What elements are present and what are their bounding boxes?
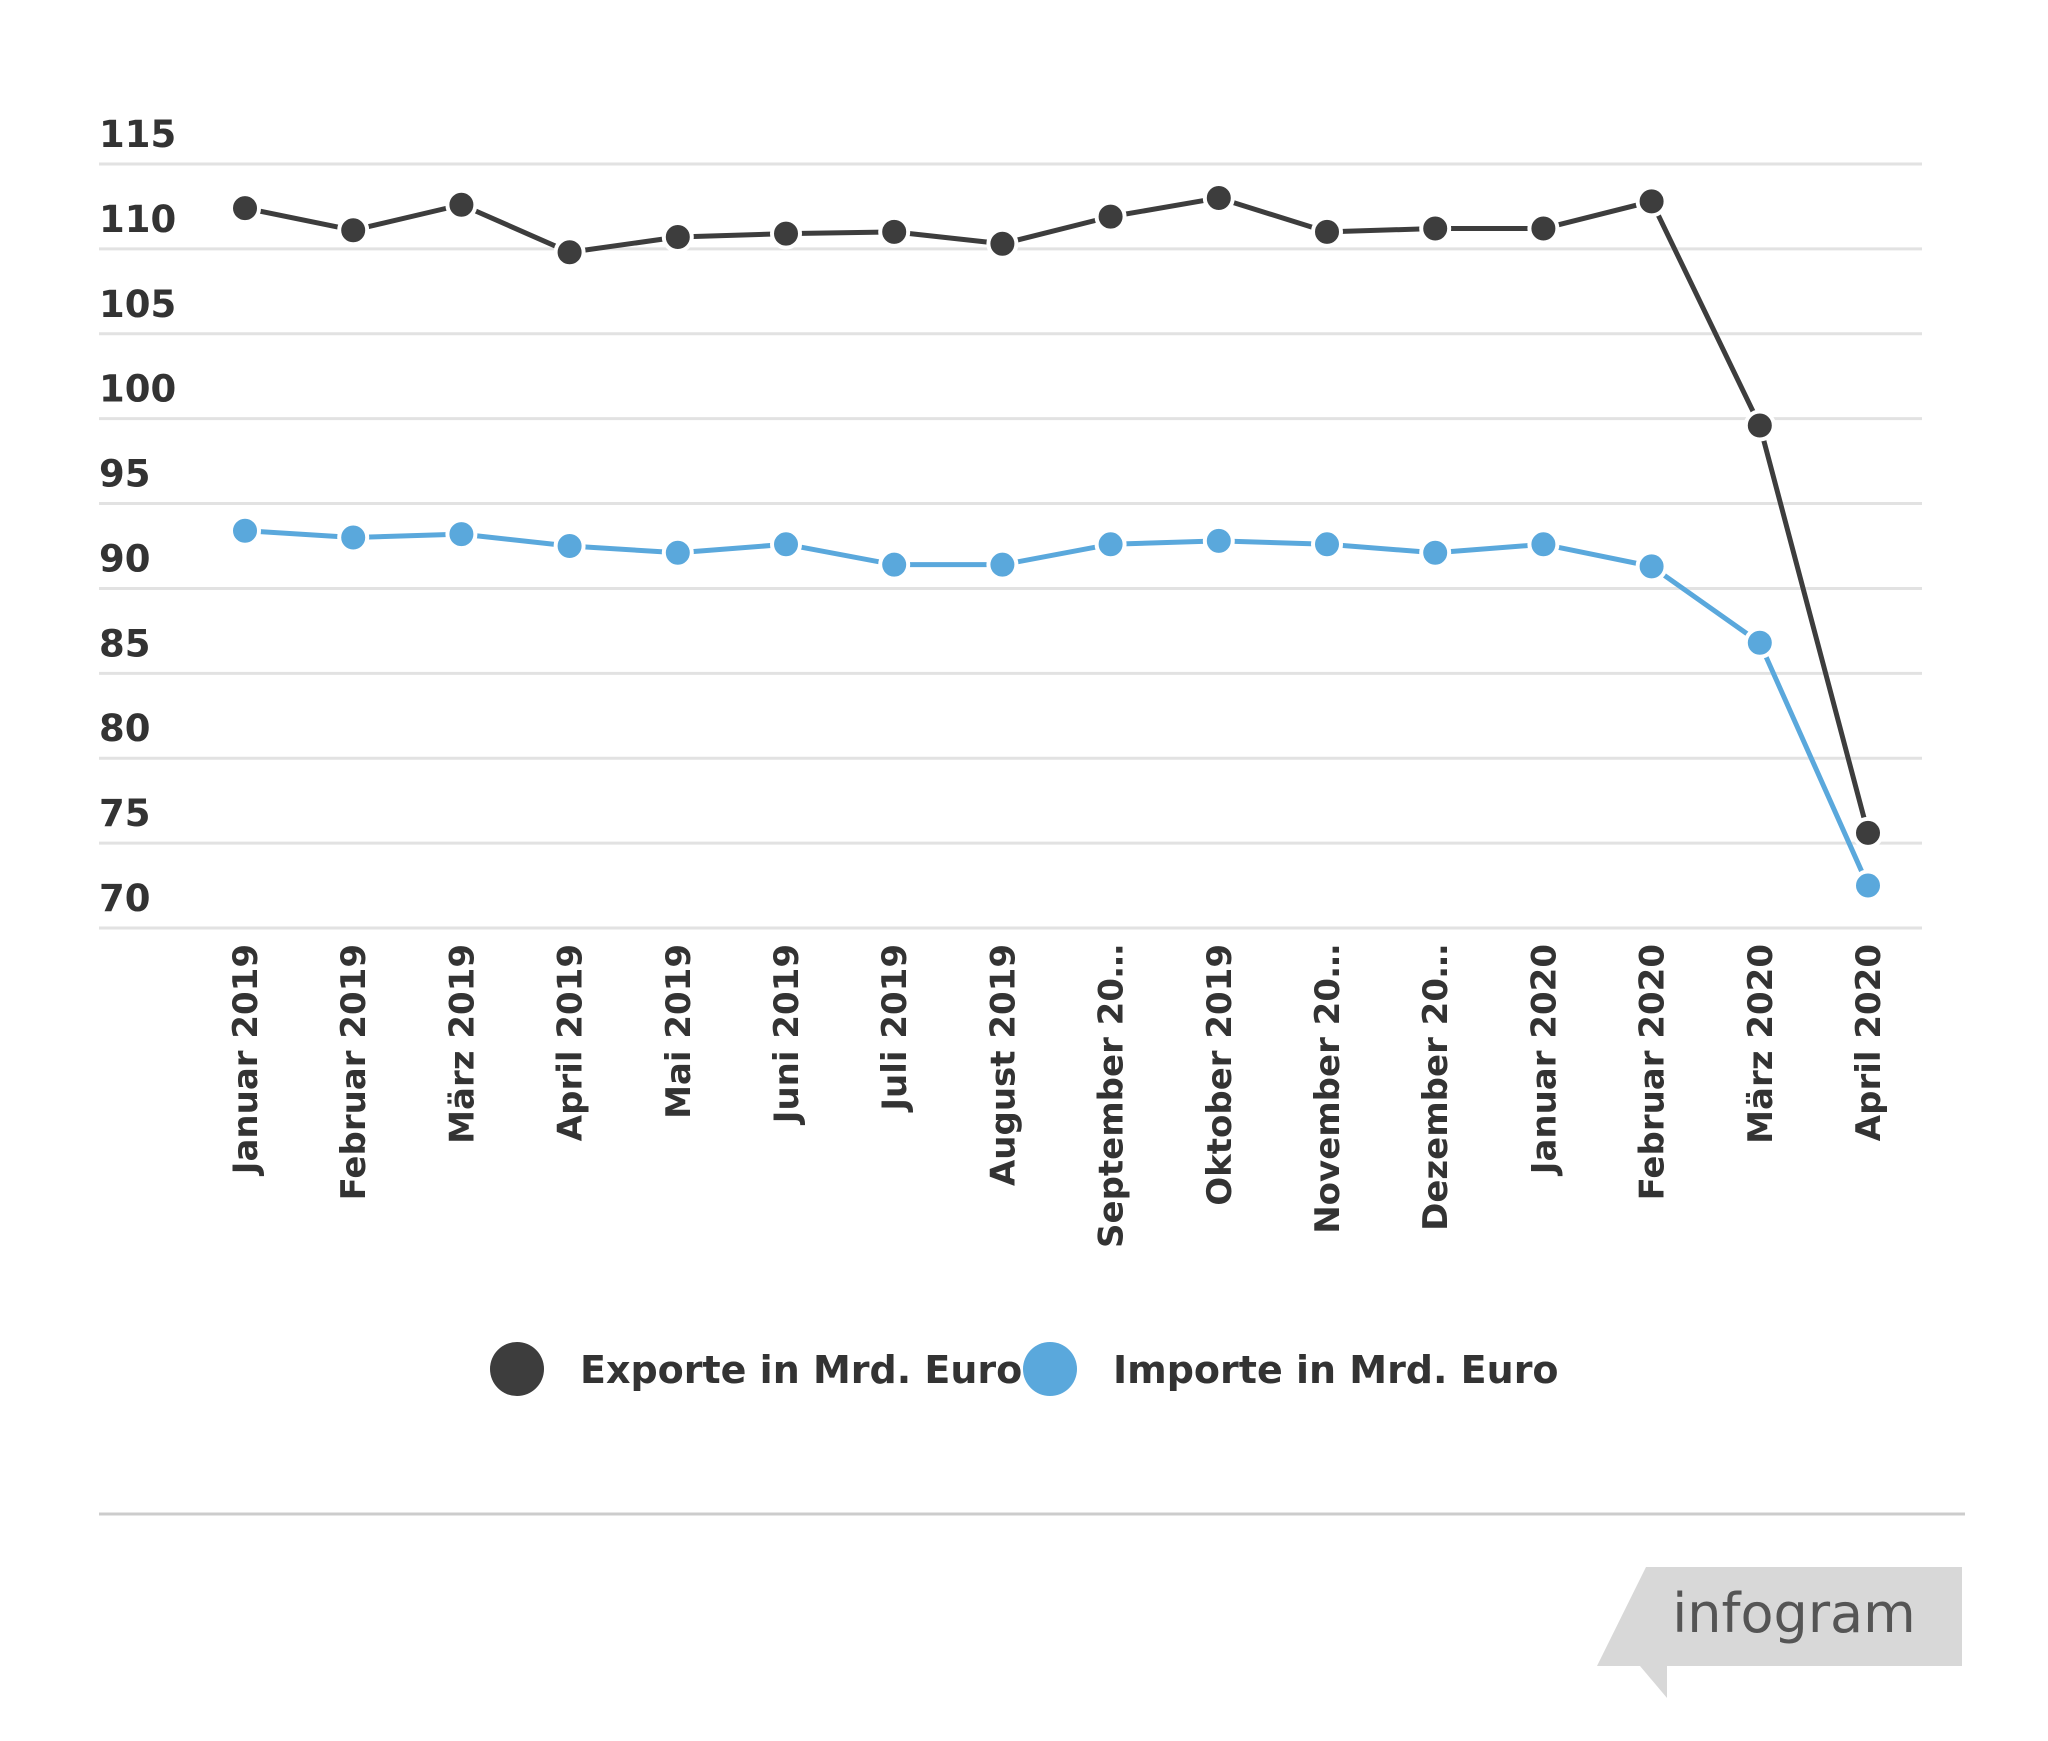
y-tick-label: 75 — [99, 792, 151, 835]
x-tick-label: Februar 2019 — [334, 944, 374, 1200]
y-tick-label: 115 — [99, 113, 176, 156]
data-point[interactable] — [661, 221, 694, 254]
data-point[interactable] — [770, 217, 802, 250]
legend-label: Importe in Mrd. Euro — [1113, 1348, 1559, 1392]
data-point[interactable] — [229, 514, 261, 547]
x-tick-label: April 2020 — [1849, 944, 1889, 1141]
legend-label: Exporte in Mrd. Euro — [580, 1348, 1022, 1392]
y-tick-label: 85 — [99, 622, 151, 665]
x-tick-label: März 2020 — [1741, 944, 1781, 1144]
x-axis-labels: Januar 2019 Februar 2019 März 2019 April 20… — [226, 944, 1889, 1248]
y-tick-label: 90 — [99, 537, 151, 580]
data-point[interactable] — [1743, 409, 1776, 442]
y-tick-label: 70 — [99, 877, 151, 920]
infogram-logo[interactable]: infogram — [1597, 1567, 1962, 1698]
y-tick-label: 100 — [99, 368, 176, 411]
x-tick-label: Oktober 2019 — [1200, 944, 1240, 1206]
legend: Exporte in Mrd. Euro Importe in Mrd. Euro — [490, 1342, 1559, 1396]
series-line-1 — [244, 195, 1871, 834]
data-point[interactable] — [986, 548, 1019, 581]
logo-badge — [1597, 1567, 1962, 1698]
data-point[interactable] — [1852, 869, 1884, 902]
series-lines — [244, 195, 1871, 887]
data-point[interactable] — [1743, 626, 1776, 659]
x-tick-label: Dezember 20… — [1416, 944, 1456, 1231]
y-tick-label: 110 — [99, 198, 176, 241]
logo-text: infogram — [1672, 1582, 1915, 1645]
x-tick-label: April 2019 — [551, 944, 591, 1141]
x-tick-label: März 2019 — [442, 944, 482, 1144]
data-point[interactable] — [878, 548, 911, 581]
data-point[interactable] — [1527, 528, 1560, 561]
series-points — [229, 181, 1884, 902]
y-axis-labels: 70 75 80 85 90 95 100 105 110 115 — [99, 113, 176, 920]
x-tick-label: November 20… — [1308, 944, 1348, 1234]
data-point[interactable] — [770, 528, 802, 561]
x-tick-label: Juni 2019 — [767, 944, 807, 1125]
legend-marker — [1023, 1342, 1077, 1396]
data-point[interactable] — [1202, 524, 1235, 557]
data-point[interactable] — [1635, 550, 1668, 583]
x-tick-label: September 20… — [1092, 944, 1132, 1248]
data-point[interactable] — [445, 188, 478, 221]
data-point[interactable] — [1852, 816, 1884, 849]
data-point[interactable] — [553, 236, 586, 269]
y-tick-label: 80 — [99, 707, 151, 750]
y-tick-label: 95 — [99, 453, 151, 496]
data-point[interactable] — [1311, 528, 1343, 561]
x-tick-label: Januar 2020 — [1524, 944, 1564, 1176]
data-point[interactable] — [445, 518, 478, 551]
data-point[interactable] — [1311, 215, 1343, 248]
grid-lines — [99, 162, 1922, 930]
data-point[interactable] — [1202, 181, 1235, 214]
data-point[interactable] — [229, 192, 261, 225]
data-point[interactable] — [1419, 212, 1452, 245]
series-line-2 — [244, 528, 1871, 887]
data-point[interactable] — [1094, 200, 1127, 233]
data-point[interactable] — [1094, 528, 1127, 561]
data-point[interactable] — [553, 530, 586, 562]
data-point[interactable] — [986, 227, 1019, 260]
data-point[interactable] — [661, 536, 694, 569]
legend-marker — [490, 1342, 544, 1396]
x-tick-label: Februar 2020 — [1633, 944, 1673, 1200]
x-tick-label: August 2019 — [983, 944, 1023, 1186]
x-tick-label: Mai 2019 — [659, 944, 699, 1119]
data-point[interactable] — [1635, 185, 1668, 218]
data-point[interactable] — [337, 214, 370, 247]
y-tick-label: 105 — [99, 283, 176, 326]
data-point[interactable] — [1419, 536, 1452, 569]
x-tick-label: Juli 2019 — [875, 944, 915, 1113]
x-tick-label: Januar 2019 — [226, 944, 266, 1176]
data-point[interactable] — [337, 521, 370, 554]
data-point[interactable] — [878, 215, 911, 248]
data-point[interactable] — [1527, 212, 1560, 245]
